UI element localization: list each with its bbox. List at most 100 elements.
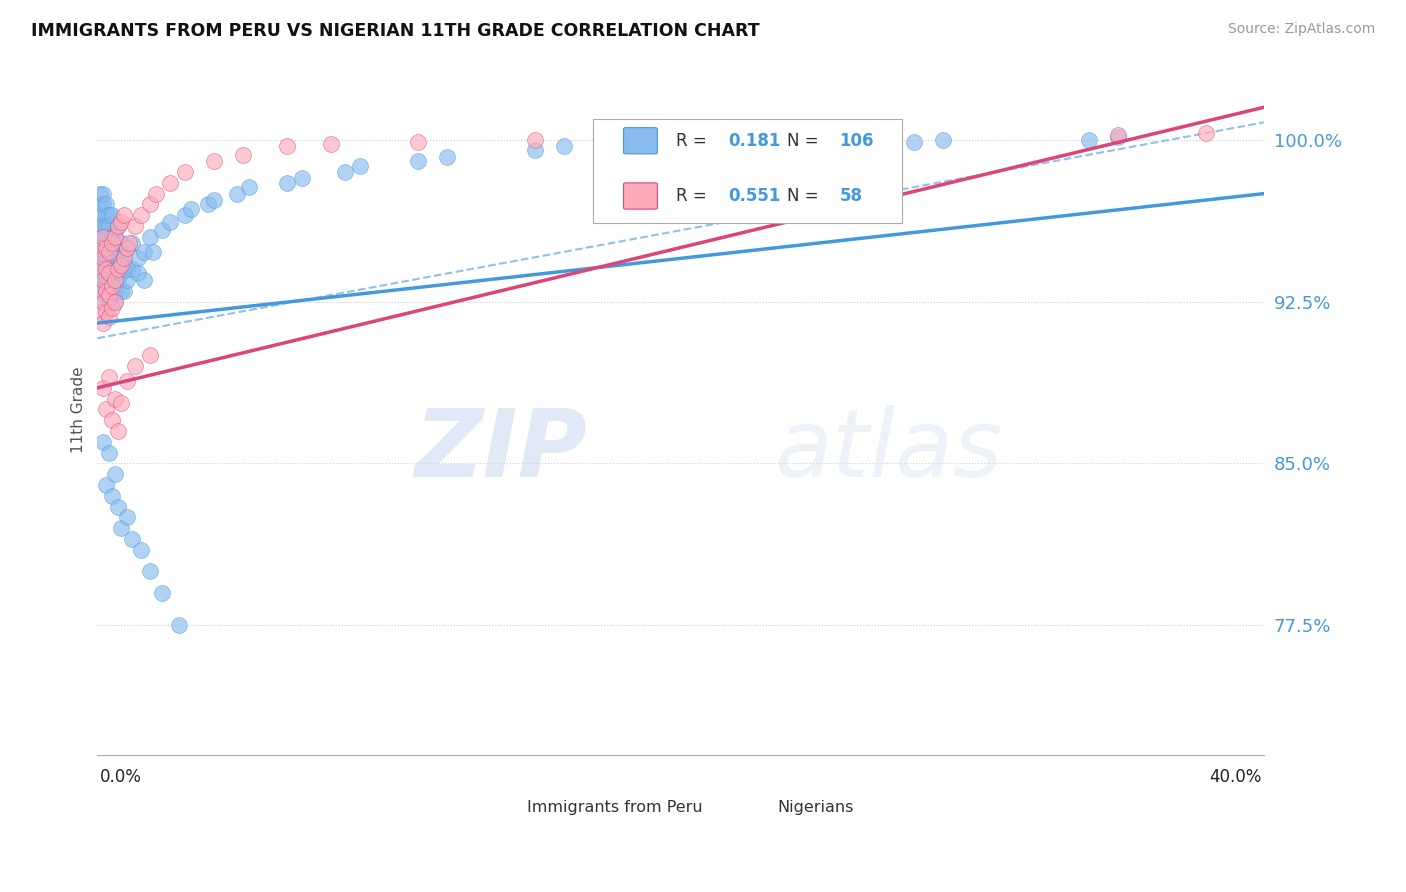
Point — [94, 197, 117, 211]
Text: R =: R = — [676, 132, 711, 150]
Point — [1107, 128, 1129, 143]
Point — [107, 262, 129, 277]
Point — [699, 136, 721, 151]
Point — [94, 305, 117, 319]
Point — [94, 229, 117, 244]
FancyBboxPatch shape — [623, 183, 658, 209]
Point — [94, 284, 117, 298]
Point — [89, 229, 111, 244]
Point — [145, 186, 167, 201]
Point — [104, 392, 127, 406]
Point — [115, 241, 138, 255]
Point — [290, 171, 312, 186]
Point — [98, 273, 121, 287]
Point — [932, 133, 955, 147]
Point — [129, 208, 152, 222]
Text: 106: 106 — [839, 132, 875, 150]
Point — [129, 542, 152, 557]
Point — [91, 316, 114, 330]
Point — [167, 618, 190, 632]
Point — [89, 262, 111, 277]
Point — [89, 305, 111, 319]
Point — [112, 284, 135, 298]
Point — [104, 467, 127, 482]
Point — [127, 252, 149, 266]
Point — [107, 262, 129, 277]
Point — [110, 396, 132, 410]
Point — [94, 219, 117, 233]
Point — [349, 159, 371, 173]
Point — [91, 252, 114, 266]
Point — [91, 219, 114, 233]
Point — [101, 241, 124, 255]
Point — [94, 241, 117, 255]
Point — [197, 197, 219, 211]
Point — [112, 262, 135, 277]
Point — [1195, 126, 1218, 140]
Point — [104, 262, 127, 277]
Point — [91, 252, 114, 266]
Point — [98, 244, 121, 259]
Point — [91, 229, 114, 244]
Point — [112, 252, 135, 266]
Point — [1107, 130, 1129, 145]
Point — [89, 186, 111, 201]
Point — [523, 144, 546, 158]
Point — [94, 273, 117, 287]
Point — [335, 165, 357, 179]
Point — [124, 219, 146, 233]
Point — [159, 176, 181, 190]
Point — [107, 219, 129, 233]
Point — [94, 402, 117, 417]
Point — [91, 294, 114, 309]
Point — [115, 262, 138, 277]
Point — [89, 284, 111, 298]
Point — [91, 229, 114, 244]
Point — [89, 262, 111, 277]
Point — [202, 154, 225, 169]
Point — [132, 273, 155, 287]
Point — [101, 489, 124, 503]
Point — [98, 208, 121, 222]
Point — [669, 130, 692, 145]
Point — [89, 197, 111, 211]
Point — [91, 381, 114, 395]
Point — [91, 273, 114, 287]
Point — [89, 241, 111, 255]
Y-axis label: 11th Grade: 11th Grade — [72, 366, 86, 453]
Text: 0.551: 0.551 — [728, 187, 780, 205]
Point — [436, 150, 458, 164]
Point — [101, 301, 124, 315]
FancyBboxPatch shape — [492, 797, 522, 819]
Text: R =: R = — [676, 187, 711, 205]
Text: 0.0%: 0.0% — [100, 768, 142, 786]
Point — [121, 236, 143, 251]
Point — [98, 244, 121, 259]
Text: N =: N = — [787, 187, 824, 205]
Point — [226, 186, 249, 201]
Point — [98, 294, 121, 309]
Point — [115, 241, 138, 255]
Point — [202, 193, 225, 207]
Point — [276, 139, 298, 153]
Point — [728, 135, 751, 149]
Point — [104, 229, 127, 244]
Point — [112, 208, 135, 222]
Point — [91, 294, 114, 309]
Point — [98, 445, 121, 459]
Point — [319, 136, 342, 151]
Point — [89, 273, 111, 287]
Point — [89, 241, 111, 255]
Point — [101, 267, 124, 281]
Point — [173, 208, 195, 222]
Point — [110, 284, 132, 298]
Point — [101, 208, 124, 222]
Point — [94, 208, 117, 222]
Point — [91, 262, 114, 277]
Point — [104, 284, 127, 298]
Point — [127, 267, 149, 281]
Point — [276, 176, 298, 190]
Point — [101, 279, 124, 293]
Point — [903, 135, 925, 149]
Point — [107, 219, 129, 233]
